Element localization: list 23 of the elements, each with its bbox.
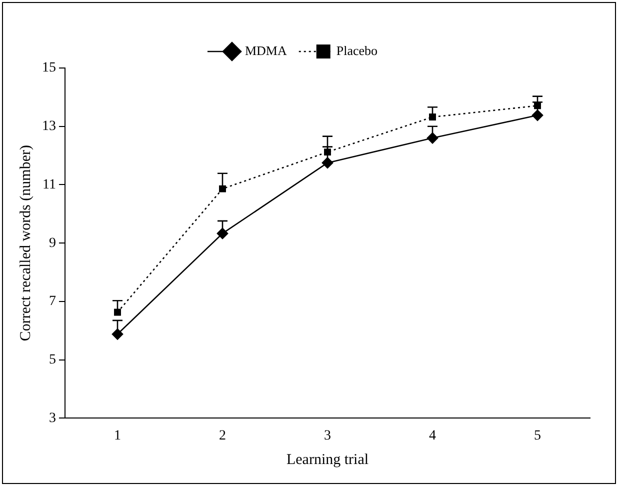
x-tick-label: 4 bbox=[429, 428, 436, 444]
point bbox=[219, 185, 226, 192]
y-axis-title: Correct recalled words (number) bbox=[18, 145, 34, 342]
point bbox=[114, 308, 121, 316]
y-tick-label: 9 bbox=[49, 236, 56, 251]
point bbox=[324, 148, 331, 156]
point bbox=[532, 110, 544, 121]
legend-label: MDMA bbox=[244, 42, 288, 58]
y-tick-label: 3 bbox=[49, 410, 56, 426]
legend-label: Placebo bbox=[336, 42, 378, 58]
x-tick-label: 1 bbox=[114, 428, 121, 444]
point bbox=[429, 114, 436, 121]
point bbox=[322, 157, 334, 168]
x-axis-title: Learning trial bbox=[286, 452, 369, 468]
y-tick-label: 15 bbox=[42, 60, 56, 76]
x-tick-label: 2 bbox=[219, 428, 226, 444]
y-tick-label: 13 bbox=[42, 119, 56, 134]
y-tick-label: 11 bbox=[42, 177, 56, 192]
x-tick-label: 5 bbox=[534, 428, 541, 444]
y-tick-label: 5 bbox=[49, 352, 56, 368]
y-tick-label: 7 bbox=[49, 294, 56, 310]
x-tick-label: 3 bbox=[324, 428, 331, 444]
point bbox=[112, 328, 124, 340]
